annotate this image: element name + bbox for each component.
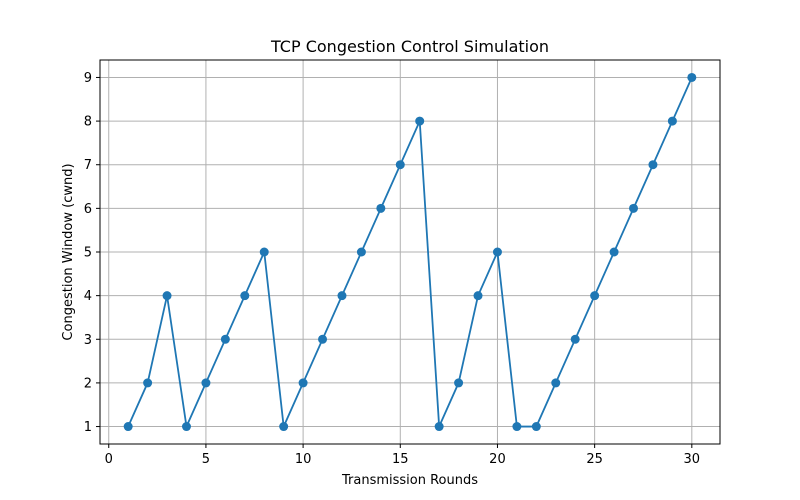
data-point (123, 422, 133, 432)
y-tick-label: 4 (84, 289, 92, 304)
y-axis: 1 2 3 4 5 6 7 8 9 (84, 71, 100, 435)
y-tick-label: 3 (84, 333, 92, 348)
x-tick-label: 20 (489, 452, 506, 467)
data-point (162, 291, 172, 301)
data-point (473, 291, 483, 301)
x-tick-label: 25 (586, 452, 603, 467)
data-point (279, 422, 289, 432)
series-layer (123, 72, 697, 432)
data-point (181, 422, 191, 432)
data-point (415, 116, 425, 126)
y-tick-label: 8 (84, 115, 92, 130)
data-point (512, 422, 522, 432)
x-tick-label: 0 (105, 452, 113, 467)
data-point (434, 422, 444, 432)
data-point (318, 334, 328, 344)
data-point (454, 378, 464, 388)
data-point (376, 203, 386, 213)
data-point (220, 334, 230, 344)
data-point (531, 422, 541, 432)
data-point (570, 334, 580, 344)
x-tick-label: 10 (295, 452, 312, 467)
x-tick-label: 30 (684, 452, 701, 467)
data-point (395, 160, 405, 170)
data-point (356, 247, 366, 257)
data-point (667, 116, 677, 126)
data-point (687, 72, 697, 82)
data-point (648, 160, 658, 170)
y-tick-label: 5 (84, 246, 92, 261)
y-axis-title: Congestion Window (cwnd) (61, 163, 76, 340)
y-tick-label: 6 (84, 202, 92, 217)
x-tick-label: 15 (392, 452, 409, 467)
data-point (492, 247, 502, 257)
data-point (337, 291, 347, 301)
y-tick-label: 7 (84, 158, 92, 173)
series-line (127, 77, 693, 430)
x-axis-title: Transmission Rounds (341, 473, 478, 488)
data-point (240, 291, 250, 301)
data-point (551, 378, 561, 388)
y-tick-label: 9 (84, 71, 92, 86)
data-point (259, 247, 269, 257)
chart-title: TCP Congestion Control Simulation (270, 37, 549, 56)
data-point (201, 378, 211, 388)
x-axis: 0 5 10 15 20 25 30 (105, 444, 700, 467)
data-point (143, 378, 153, 388)
x-tick-label: 5 (202, 452, 210, 467)
data-point (590, 291, 600, 301)
data-point (298, 378, 308, 388)
data-point (609, 247, 619, 257)
data-point (629, 203, 639, 213)
y-tick-label: 1 (84, 420, 92, 435)
y-tick-label: 2 (84, 376, 92, 391)
